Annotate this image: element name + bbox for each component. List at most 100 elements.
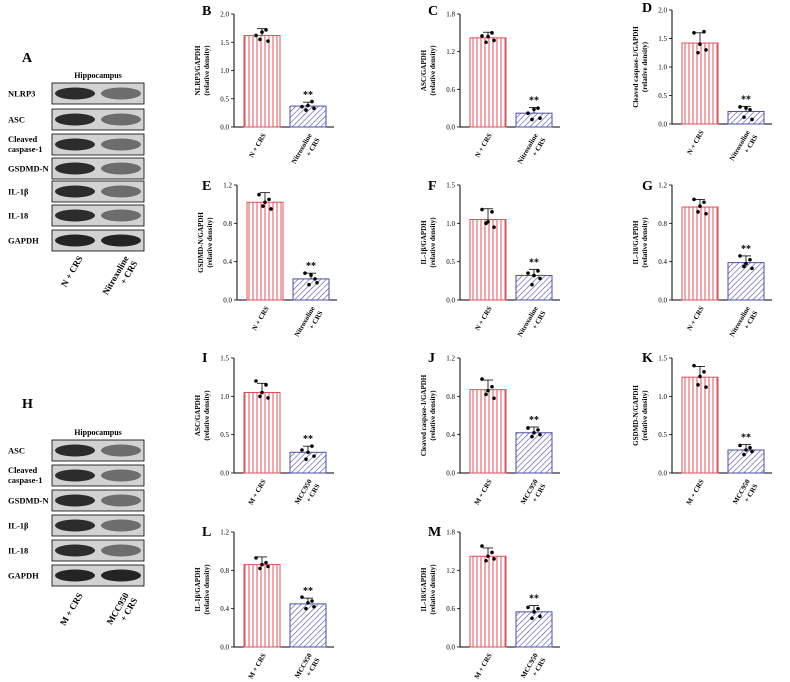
data-point: [526, 605, 530, 610]
x-category-label: Nitroxoline+ CRS: [516, 305, 548, 343]
data-point: [744, 261, 748, 266]
blot-band: [55, 544, 95, 557]
data-point: [306, 103, 310, 108]
blot-band: [101, 185, 141, 198]
blot-band: [101, 234, 141, 247]
blot-band: [101, 444, 141, 457]
blot-row-label: GAPDH: [8, 571, 39, 581]
x-category-label: Nitroxoline+ CRS: [728, 129, 760, 167]
bar: [289, 451, 327, 474]
y-axis-label-line1: IL-18/GAPDH: [632, 220, 640, 265]
significance-marker: **: [306, 261, 316, 272]
y-tick-label: 1.0: [220, 67, 229, 75]
data-point: [315, 280, 319, 285]
significance-marker: **: [303, 434, 313, 445]
bar: [289, 603, 327, 648]
y-tick-label: 1.2: [446, 355, 455, 363]
bar: [243, 392, 281, 474]
data-point: [257, 192, 261, 197]
data-point: [486, 554, 490, 559]
data-point: [742, 264, 746, 269]
x-category-label: MCC950+ CRS: [293, 478, 322, 511]
data-point: [306, 601, 310, 605]
blot-band: [55, 444, 95, 457]
blot-title: Hippocampus: [74, 71, 122, 80]
y-tick-label: 0.8: [220, 567, 229, 575]
y-tick-label: 0.0: [220, 470, 229, 478]
data-point: [532, 610, 536, 614]
data-point: [480, 544, 484, 548]
y-axis-label-line2: (relative density): [641, 217, 649, 268]
data-point: [254, 556, 258, 560]
bar: [727, 110, 765, 125]
blot-band: [101, 519, 141, 532]
y-axis-label-line2: (relative density): [429, 217, 437, 268]
data-point: [492, 38, 496, 43]
bar: [469, 37, 507, 128]
x-category-label: N + CRS: [686, 129, 706, 156]
data-point: [696, 210, 700, 214]
bar: [681, 42, 719, 125]
data-point: [264, 383, 268, 387]
blot-row-label: Cleaved caspase-1: [8, 465, 42, 485]
data-point: [490, 384, 494, 389]
y-tick-label: 1.0: [658, 64, 667, 72]
significance-marker: **: [529, 96, 539, 107]
blot-band: [101, 113, 141, 126]
y-tick-label: 1.0: [446, 220, 455, 228]
y-tick-label: 0.5: [220, 95, 229, 103]
data-point: [303, 271, 307, 275]
panel-label: L: [202, 525, 211, 540]
bar: [681, 376, 719, 474]
blot-row-label: IL-1β: [8, 187, 29, 197]
y-tick-label: 0.6: [446, 86, 455, 94]
blot-row-label: ASC: [8, 446, 25, 456]
blot-lane-label: Nitroxoline+ CRS: [100, 254, 139, 302]
y-tick-label: 0.6: [446, 605, 455, 613]
y-tick-label: 0.5: [658, 431, 667, 439]
data-point: [742, 452, 746, 457]
data-point: [254, 33, 258, 38]
y-axis-label-line1: IL-18/GAPDH: [420, 567, 428, 612]
y-axis-label-line2: (relative density): [203, 390, 211, 441]
y-tick-label: 0.4: [223, 258, 232, 266]
blot-band: [55, 234, 95, 247]
data-point: [698, 204, 702, 208]
data-point: [486, 388, 490, 393]
data-point: [692, 197, 696, 202]
data-point: [704, 48, 708, 52]
blot-row-label: IL-18: [8, 211, 28, 221]
data-point: [536, 606, 540, 611]
y-tick-label: 2.0: [658, 7, 667, 15]
x-category-label: N + CRS: [251, 305, 271, 332]
y-tick-label: 0.0: [658, 470, 667, 478]
y-axis-label-line2: (relative density): [641, 41, 649, 92]
data-point: [310, 599, 314, 603]
y-axis-label-line2: (relative density): [203, 45, 211, 96]
data-point: [313, 277, 317, 281]
y-tick-label: 1.2: [446, 48, 455, 56]
y-tick-label: 0.0: [446, 297, 455, 305]
data-point: [490, 31, 494, 35]
bar: [469, 555, 507, 648]
y-tick-label: 1.2: [658, 182, 667, 190]
blot-band: [55, 519, 95, 532]
panel-label: G: [642, 179, 653, 194]
significance-marker: **: [529, 415, 539, 426]
y-axis-label-line1: ASC/GAPDH: [420, 49, 428, 91]
x-category-label: Nitroxoline+ CRS: [290, 132, 322, 170]
data-point: [748, 107, 752, 112]
blot-band: [101, 209, 141, 222]
panel-label: K: [642, 351, 653, 366]
data-point: [309, 273, 313, 277]
data-point: [490, 550, 494, 555]
blot-row-label: GAPDH: [8, 236, 39, 246]
data-point: [530, 616, 534, 621]
data-point: [526, 426, 530, 430]
y-axis-label-line1: IL-1β/GAPDH: [420, 220, 428, 265]
data-point: [696, 383, 700, 387]
y-tick-label: 1.2: [223, 182, 232, 190]
y-tick-label: 0.0: [220, 124, 229, 132]
data-point: [696, 50, 700, 55]
data-point: [536, 269, 540, 273]
